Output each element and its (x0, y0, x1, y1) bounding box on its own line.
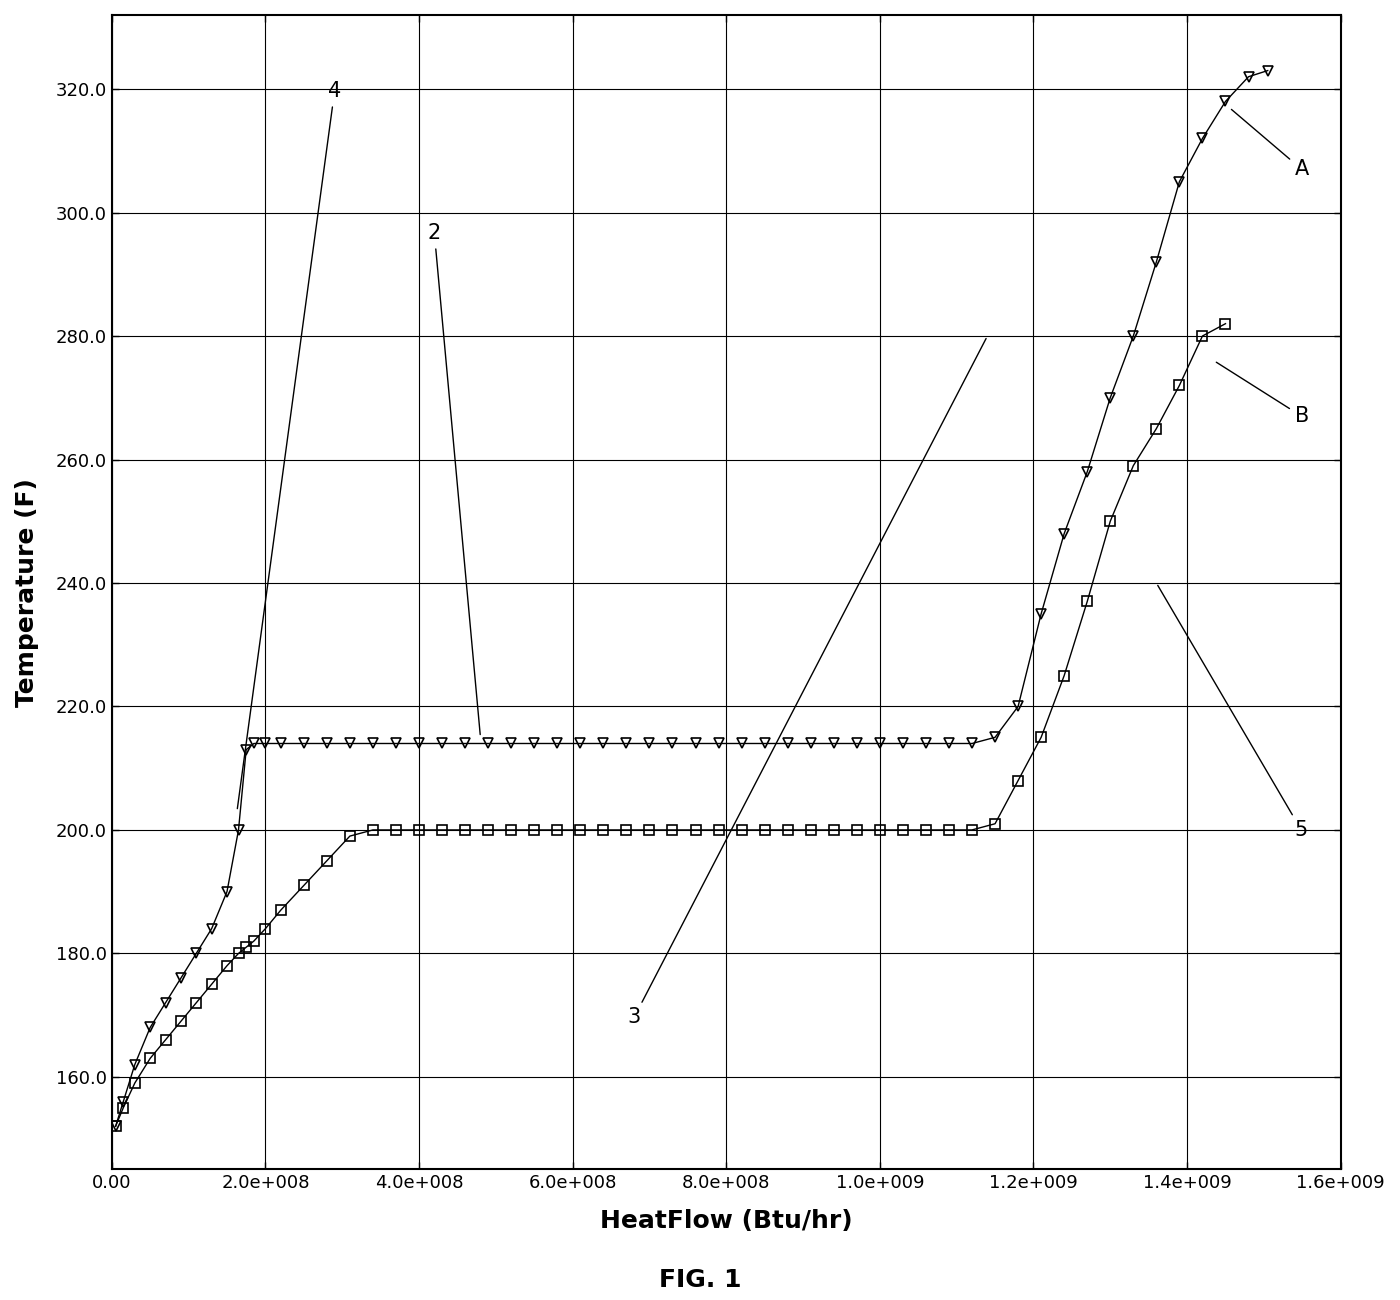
Text: 5: 5 (1158, 585, 1308, 840)
Y-axis label: Temperature (F): Temperature (F) (15, 478, 39, 707)
Text: A: A (1232, 109, 1309, 179)
Text: 3: 3 (627, 338, 986, 1027)
Text: 4: 4 (238, 82, 342, 809)
Text: FIG. 1: FIG. 1 (659, 1268, 741, 1292)
Text: 2: 2 (428, 224, 480, 734)
X-axis label: HeatFlow (Btu/hr): HeatFlow (Btu/hr) (601, 1209, 853, 1232)
Text: B: B (1217, 363, 1309, 426)
